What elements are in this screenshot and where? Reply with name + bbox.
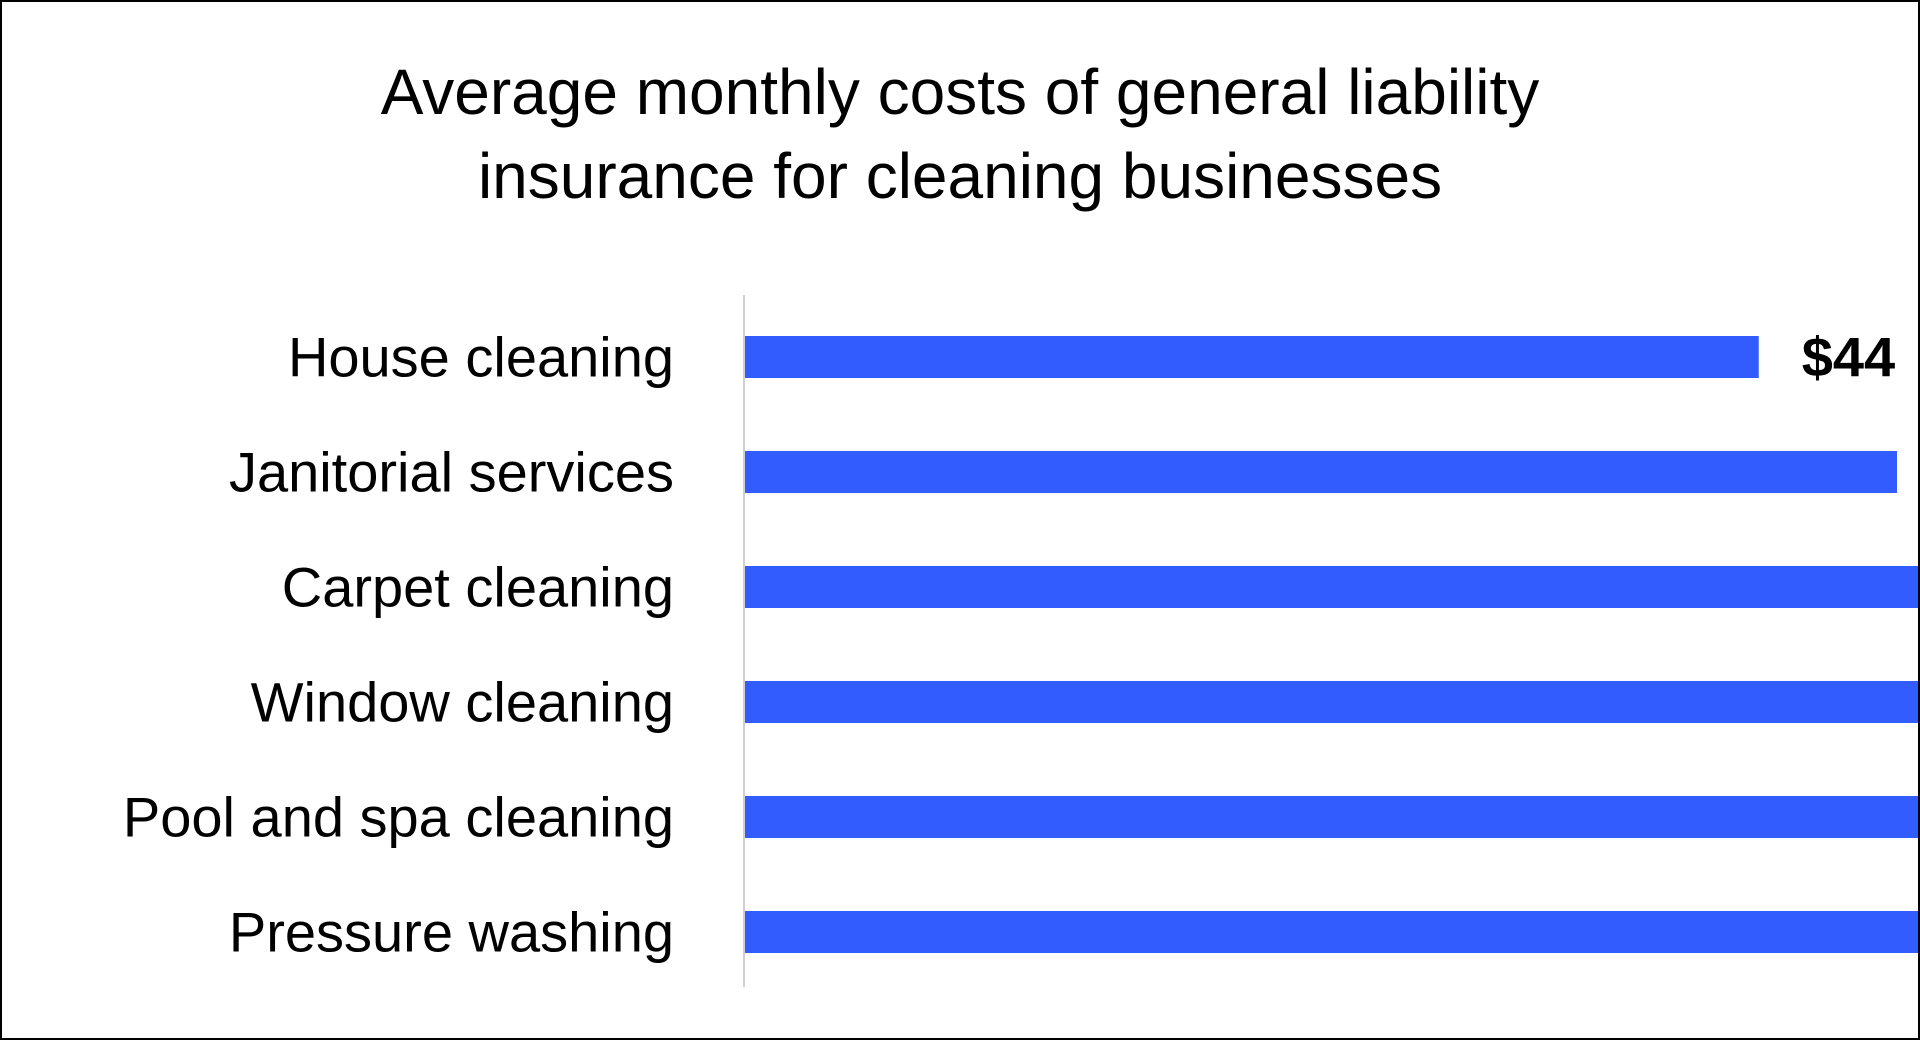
chart-title: Average monthly costs of general liabili… — [2, 50, 1918, 218]
bar — [745, 681, 1918, 723]
category-label: Carpet cleaning — [282, 556, 674, 619]
bar — [745, 336, 1759, 378]
category-label: House cleaning — [288, 326, 674, 389]
data-label: $44 — [1802, 326, 1895, 389]
category-label: Pool and spa cleaning — [123, 786, 674, 849]
bar — [745, 566, 1918, 608]
bar — [745, 451, 1897, 493]
category-label: Window cleaning — [251, 671, 674, 734]
chart-title-line: Average monthly costs of general liabili… — [380, 56, 1540, 128]
category-label: Pressure washing — [229, 901, 674, 964]
category-label: Janitorial services — [229, 441, 674, 504]
bar — [745, 796, 1918, 838]
chart-title-line: insurance for cleaning businesses — [477, 140, 1443, 212]
bar — [745, 911, 1918, 953]
